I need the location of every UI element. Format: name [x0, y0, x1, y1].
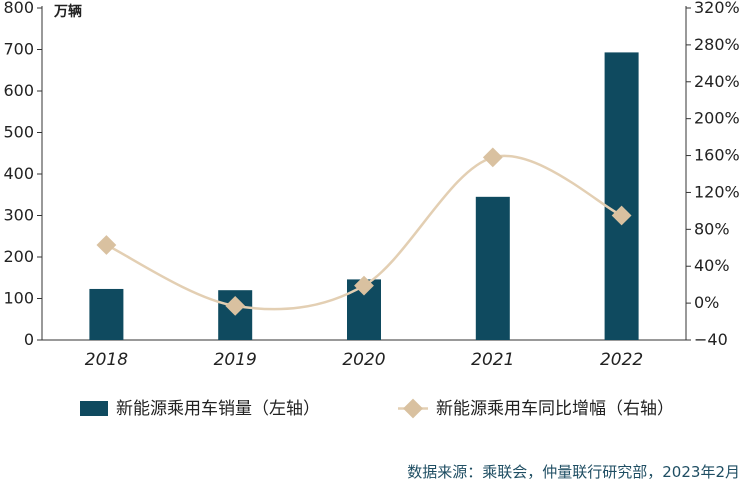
- right-tick-label: 160%: [694, 146, 740, 165]
- growth-point-2018: [96, 235, 117, 255]
- x-tick-label: 2019: [214, 350, 257, 370]
- right-tick-label: 200%: [694, 109, 740, 128]
- legend-bar-swatch: [80, 401, 108, 416]
- bar-2018: [89, 288, 124, 340]
- growth-markers: [96, 147, 632, 316]
- legend-line-label: 新能源乘用车同比增幅（右轴）: [436, 399, 674, 419]
- bar-2021: [475, 196, 510, 340]
- x-tick-label: 2020: [342, 350, 385, 370]
- bar-2022: [604, 52, 639, 340]
- growth-point-2019: [225, 295, 246, 316]
- legend-bar-label: 新能源乘用车销量（左轴）: [116, 399, 320, 419]
- left-tick-label: 200: [3, 247, 34, 266]
- right-axis-ticks: −40 0% 40% 80% 120% 160% 200% 240% 280% 320%: [686, 0, 740, 349]
- growth-point-2020: [354, 275, 374, 296]
- x-tick-label: 2018: [85, 350, 128, 370]
- left-tick-label: 700: [3, 40, 34, 59]
- right-tick-label: 320%: [694, 0, 740, 17]
- right-tick-label: 120%: [694, 182, 740, 201]
- legend-diamond-icon: [403, 398, 423, 419]
- right-tick-label: 240%: [694, 72, 740, 91]
- left-tick-label: 800: [3, 0, 34, 17]
- right-tick-label: 0%: [694, 293, 719, 312]
- legend: 新能源乘用车销量（左轴） 新能源乘用车同比增幅（右轴）: [80, 398, 674, 419]
- left-tick-label: 500: [3, 123, 34, 142]
- left-axis-unit: 万辆: [53, 3, 82, 20]
- x-tick-label: 2022: [600, 350, 643, 370]
- right-tick-label: 40%: [694, 256, 730, 275]
- left-tick-label: 100: [3, 289, 34, 308]
- right-tick-label: 80%: [694, 219, 730, 238]
- left-tick-label: 400: [3, 164, 34, 183]
- bar-series: [89, 52, 639, 340]
- left-tick-label: 0: [24, 330, 34, 349]
- left-tick-label: 300: [3, 206, 34, 225]
- growth-point-2021: [482, 147, 503, 168]
- source-note: 数据来源：乘联会，仲量联行研究部，2023年2月: [407, 463, 740, 481]
- right-tick-label: 280%: [694, 35, 740, 54]
- left-axis-ticks: 0 100 200 300 400 500 600 700 800: [3, 0, 42, 349]
- x-axis-labels: 2018 2019 2020 2021 2022: [85, 350, 643, 370]
- x-tick-label: 2021: [471, 350, 514, 370]
- right-tick-label: −40: [694, 330, 728, 349]
- left-tick-label: 600: [3, 81, 34, 100]
